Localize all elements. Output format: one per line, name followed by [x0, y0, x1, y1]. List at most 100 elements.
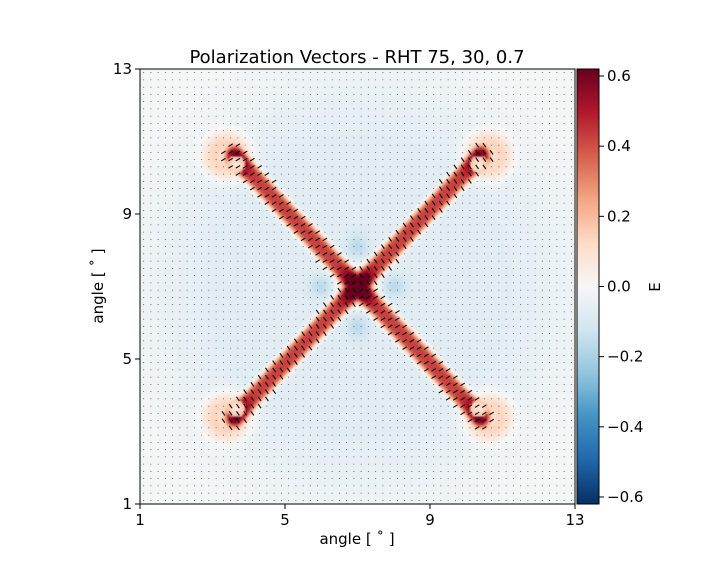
x-tick-label: 13	[565, 511, 584, 529]
vector-segment	[438, 360, 444, 365]
x-tick-label: 9	[425, 511, 435, 529]
vector-segment	[445, 368, 451, 372]
vector-segment	[257, 396, 262, 402]
vector-segment	[228, 143, 234, 147]
vector-segment	[322, 244, 328, 249]
vector-segment	[300, 230, 306, 234]
vector-segment	[475, 157, 480, 162]
vector-segment	[257, 165, 263, 169]
y-tick-label: 13	[113, 60, 132, 78]
vector-segment	[475, 150, 480, 155]
vector-segment	[388, 244, 393, 249]
vector-segment	[249, 179, 255, 184]
vector-segment	[402, 244, 407, 249]
vector-segment	[460, 382, 466, 387]
vector-segment	[452, 404, 458, 408]
vector-segment	[243, 403, 248, 409]
vector-segment	[271, 208, 277, 213]
vector-segment	[474, 411, 480, 416]
vector-segment	[409, 229, 414, 235]
vector-segment	[409, 339, 415, 343]
vector-segment	[286, 353, 291, 358]
vector-segment	[467, 397, 473, 401]
vector-segment	[438, 382, 444, 387]
vector-segment	[467, 150, 472, 155]
vector-segment	[315, 259, 321, 263]
vector-segment	[322, 316, 327, 322]
vector-segment	[322, 266, 328, 271]
vector-segment	[257, 194, 263, 198]
vector-segment	[286, 360, 291, 365]
vector-segment	[417, 222, 422, 228]
vector-segment	[373, 302, 379, 307]
vector-segment	[445, 375, 451, 379]
vector-segment	[329, 259, 335, 263]
vector-segment	[315, 237, 321, 242]
vector-segment	[460, 164, 465, 170]
vector-segment	[235, 157, 241, 162]
vector-segment	[286, 367, 291, 373]
vector-segment	[467, 164, 472, 170]
vector-segment	[279, 360, 284, 365]
vector-segment	[482, 142, 487, 148]
vector-segment	[431, 353, 437, 358]
vector-segment	[329, 252, 335, 256]
vector-segment	[235, 165, 241, 169]
vector-segment	[358, 302, 364, 307]
vector-segment	[416, 346, 422, 350]
vector-segment	[293, 230, 299, 234]
vector-segment	[344, 266, 350, 271]
vector-segment	[402, 222, 407, 228]
colorbar-tick-label: 0.2	[607, 207, 631, 225]
vector-segment	[286, 223, 292, 227]
vector-segment	[272, 389, 277, 394]
heatmap-image	[140, 69, 575, 504]
vector-segment	[279, 374, 284, 380]
x-axis-label: angle [ ˚ ]	[319, 530, 394, 548]
vector-segment	[431, 208, 436, 213]
vector-segment	[467, 157, 472, 162]
vector-segment	[373, 295, 379, 300]
vector-segment	[417, 229, 422, 235]
vector-segment	[278, 215, 284, 220]
vector-segment	[423, 346, 429, 350]
vector-segment	[351, 266, 357, 271]
vector-segment	[481, 404, 487, 408]
vector-segment	[235, 172, 241, 176]
vector-segment	[445, 397, 451, 401]
vector-segment	[423, 360, 429, 365]
vector-segment	[395, 251, 400, 257]
vector-segment	[359, 266, 364, 271]
vector-segment	[315, 244, 321, 249]
vector-segment	[445, 382, 451, 387]
vector-segment	[474, 404, 480, 408]
vector-segment	[416, 353, 422, 358]
colorbar-ticks: −0.6 −0.4 −0.2 0.0 0.2 0.4 0.6	[599, 67, 643, 506]
vector-segment	[424, 208, 429, 213]
vector-segment	[322, 324, 327, 329]
vector-segment	[344, 309, 349, 315]
vector-segment	[271, 186, 277, 191]
vector-segment	[387, 331, 393, 336]
vector-segment	[394, 324, 400, 329]
vector-segment	[394, 310, 400, 314]
vector-segment	[380, 266, 385, 271]
vector-segment	[235, 143, 241, 147]
vector-segment	[351, 273, 357, 278]
vector-segment	[257, 382, 262, 387]
vector-segment	[402, 339, 408, 343]
vector-segment	[395, 244, 400, 249]
vector-segment	[424, 222, 429, 228]
vector-segment	[243, 396, 248, 402]
vector-segment	[380, 258, 385, 264]
vector-segment	[467, 418, 473, 423]
vector-segment	[322, 309, 327, 315]
vector-segment	[307, 230, 313, 234]
vector-segment	[474, 418, 480, 423]
vector-segment	[460, 404, 466, 408]
vector-segment	[431, 368, 437, 372]
vector-segment	[380, 324, 386, 329]
vector-segment	[330, 309, 335, 315]
vector-segment	[228, 165, 234, 169]
vector-segment	[446, 179, 451, 184]
